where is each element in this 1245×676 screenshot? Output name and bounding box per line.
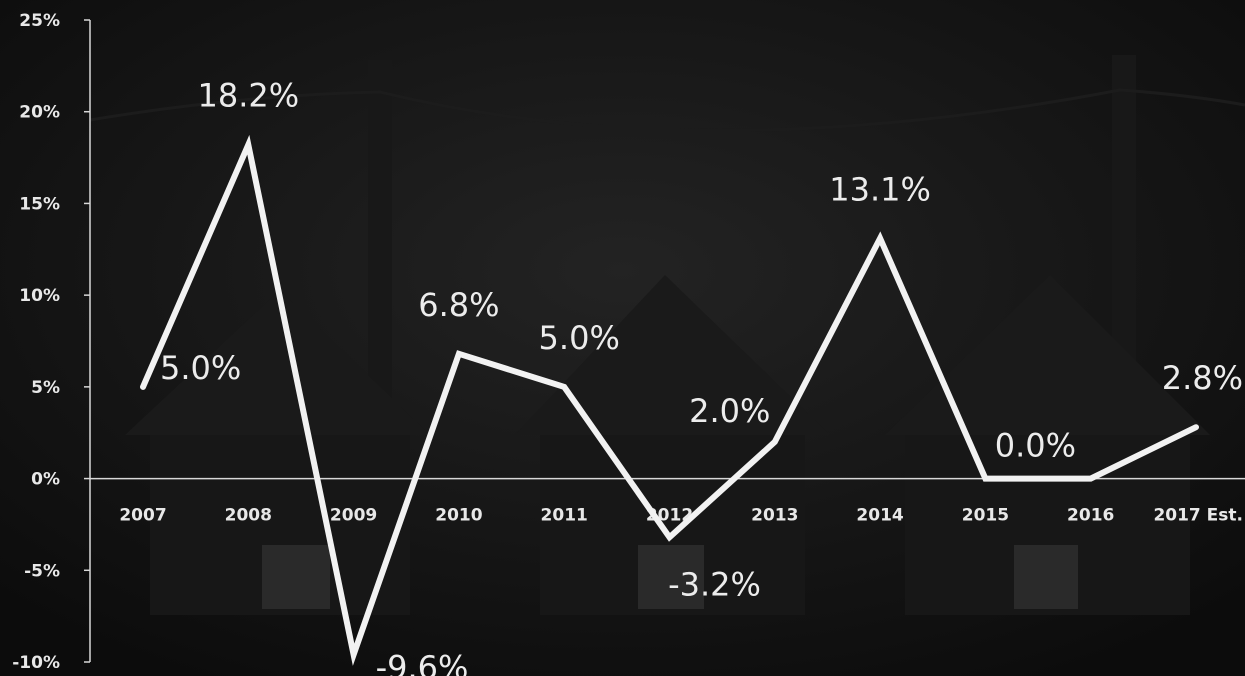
y-tick-label: 20% <box>19 103 60 123</box>
data-point <box>351 652 356 657</box>
data-point <box>456 351 461 356</box>
x-tick-label: 2017 Est. <box>1153 506 1243 526</box>
data-point <box>772 439 777 444</box>
x-tick-label: 2010 <box>435 506 482 526</box>
x-tick-label: 2009 <box>330 506 377 526</box>
data-label: -9.6% <box>376 649 469 676</box>
data-point <box>667 535 672 540</box>
data-label: 13.1% <box>829 170 931 208</box>
data-label: 2.8% <box>1162 359 1243 397</box>
data-point <box>141 384 145 389</box>
x-tick-label: 2011 <box>541 506 588 526</box>
data-point <box>1088 476 1093 481</box>
y-tick-label: 0% <box>31 470 60 490</box>
data-label: -3.2% <box>668 565 761 603</box>
data-point <box>1194 425 1198 430</box>
data-label: 5.0% <box>160 349 241 387</box>
x-tick-label: 2014 <box>856 506 903 526</box>
x-tick-label: 2016 <box>1067 506 1114 526</box>
data-label: 6.8% <box>418 286 499 324</box>
x-tick-label: 2015 <box>962 506 1009 526</box>
y-tick-label: 5% <box>31 378 60 398</box>
y-tick-label: 10% <box>19 286 60 306</box>
y-tick-label: 15% <box>19 194 60 214</box>
y-tick-label: 25% <box>19 11 60 31</box>
y-tick-label: -5% <box>24 561 60 581</box>
series-layer <box>140 134 1199 666</box>
data-labels: 5.0% 18.2% -9.6% 6.8% 5.0% -3.2% 2.0% 13.1% 0.0%… <box>160 77 1243 676</box>
y-axis: 25% 20% 15% 10% 5% 0% -5% -10% <box>12 11 91 673</box>
data-point <box>246 142 251 147</box>
data-point <box>878 236 883 241</box>
data-point <box>983 476 988 481</box>
data-label: 2.0% <box>689 392 770 430</box>
x-tick-label: 2013 <box>751 506 798 526</box>
x-tick-label: 2007 <box>119 506 166 526</box>
x-axis: 2007 2008 2009 2010 2011 2012 2013 2014 2015 2016… <box>90 477 1245 526</box>
data-point <box>562 384 567 389</box>
data-label: 18.2% <box>197 77 299 115</box>
data-label: 5.0% <box>539 319 620 357</box>
data-label: 0.0% <box>995 427 1076 465</box>
x-tick-label: 2008 <box>225 506 272 526</box>
y-tick-label: -10% <box>12 653 60 673</box>
